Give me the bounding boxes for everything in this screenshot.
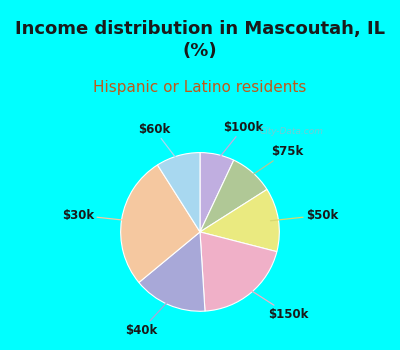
Wedge shape — [200, 189, 279, 252]
Wedge shape — [200, 160, 267, 232]
Text: Hispanic or Latino residents: Hispanic or Latino residents — [93, 80, 307, 95]
Wedge shape — [200, 232, 277, 311]
Wedge shape — [121, 165, 200, 282]
Wedge shape — [139, 232, 205, 311]
Wedge shape — [200, 153, 234, 232]
Text: Income distribution in Mascoutah, IL
(%): Income distribution in Mascoutah, IL (%) — [15, 20, 385, 60]
Text: $60k: $60k — [138, 122, 180, 163]
Text: $75k: $75k — [247, 145, 303, 178]
Text: $30k: $30k — [62, 209, 130, 222]
Text: $100k: $100k — [216, 121, 264, 162]
Text: City-Data.com: City-Data.com — [259, 127, 323, 135]
Wedge shape — [158, 153, 200, 232]
Text: $50k: $50k — [270, 209, 338, 222]
Text: $150k: $150k — [246, 287, 309, 321]
Text: $40k: $40k — [125, 298, 172, 337]
